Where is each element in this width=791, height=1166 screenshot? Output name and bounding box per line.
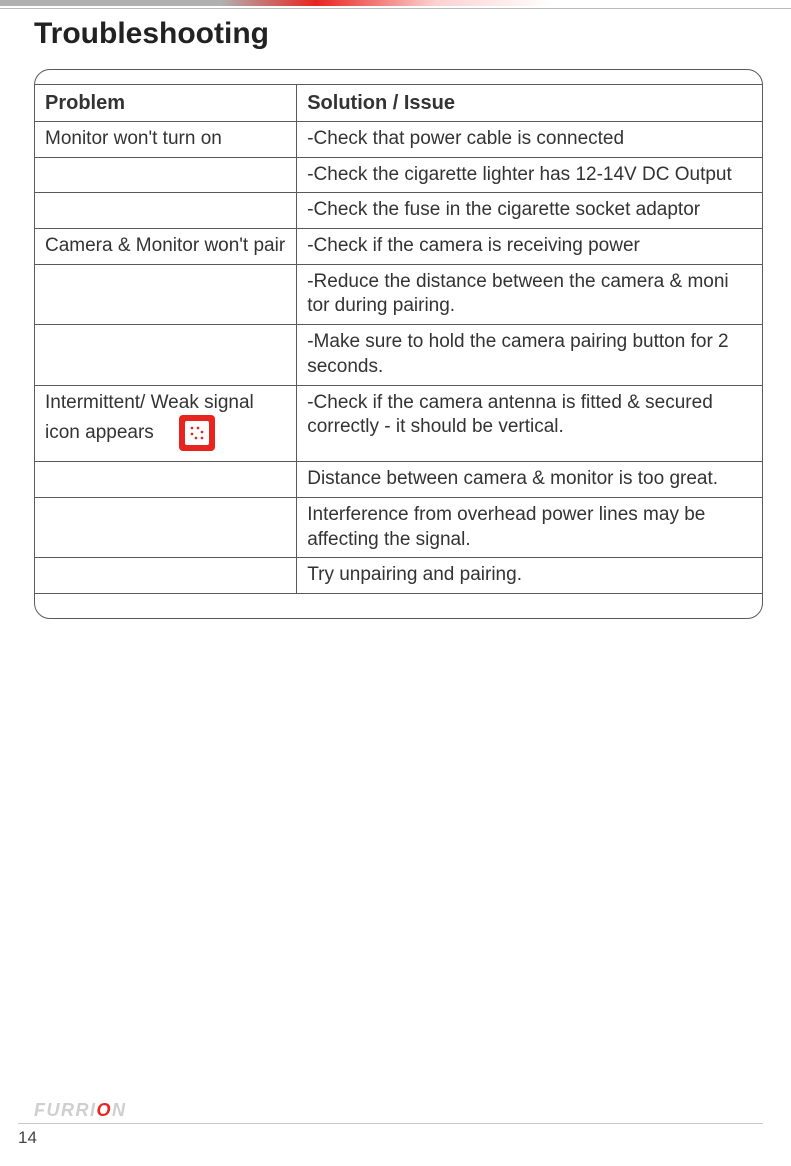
weak-signal-icon [179,415,215,451]
page-title: Troubleshooting [34,17,763,51]
cell-problem [35,462,297,498]
header-solution: Solution / Issue [297,85,762,122]
table-row: Try unpairing and pairing. [35,558,762,594]
table-body: Monitor won't turn on-Check that power c… [35,122,762,594]
cell-problem [35,193,297,229]
header-rule [0,8,791,9]
brand-text-suffix: N [112,1100,127,1120]
problem-text: Intermittent/ Weak signal icon appears [45,392,254,444]
table-row: -Check the fuse in the cigarette socket … [35,193,762,229]
cell-problem: Monitor won't turn on [35,122,297,158]
cell-problem [35,157,297,193]
page-footer: FURRION 14 [0,1100,791,1148]
cell-solution: Distance between camera & monitor is too… [297,462,762,498]
table-header-row: Problem Solution / Issue [35,85,762,122]
cell-solution: -Make sure to hold the camera pairing bu… [297,325,762,385]
cell-solution: -Check that power cable is connected [297,122,762,158]
cell-problem [35,325,297,385]
table-row: Intermittent/ Weak signal icon appears -… [35,385,762,462]
header-gradient-bar [0,0,791,6]
cell-problem [35,497,297,557]
brand-text-prefix: FURRI [34,1100,97,1120]
cell-problem: Camera & Monitor won't pair [35,229,297,265]
cell-problem [35,264,297,324]
cell-solution: -Check if the camera is receiving power [297,229,762,265]
table-row: -Check the cigarette lighter has 12-14V … [35,157,762,193]
troubleshooting-table: Problem Solution / Issue Monitor won't t… [35,84,762,594]
footer-rule [18,1123,763,1124]
table-row: Distance between camera & monitor is too… [35,462,762,498]
cell-solution: -Check the cigarette lighter has 12-14V … [297,157,762,193]
table-row: Interference from overhead power lines m… [35,497,762,557]
table-row: Camera & Monitor won't pair-Check if the… [35,229,762,265]
brand-logo: FURRION [34,1100,763,1121]
content-area: Troubleshooting Problem Solution / Issue… [0,17,791,619]
troubleshooting-table-container: Problem Solution / Issue Monitor won't t… [34,69,763,619]
cell-solution: -Check the fuse in the cigarette socket … [297,193,762,229]
cell-solution: Try unpairing and pairing. [297,558,762,594]
header-problem: Problem [35,85,297,122]
table-row: -Make sure to hold the camera pairing bu… [35,325,762,385]
cell-problem: Intermittent/ Weak signal icon appears [35,385,297,462]
cell-problem [35,558,297,594]
cell-solution: -Reduce the distance between the camera … [297,264,762,324]
page-number: 14 [18,1128,763,1148]
table-row: -Reduce the distance between the camera … [35,264,762,324]
cell-solution: -Check if the camera antenna is fitted &… [297,385,762,462]
table-row: Monitor won't turn on-Check that power c… [35,122,762,158]
brand-text-accent: O [97,1100,113,1120]
cell-solution: Interference from overhead power lines m… [297,497,762,557]
